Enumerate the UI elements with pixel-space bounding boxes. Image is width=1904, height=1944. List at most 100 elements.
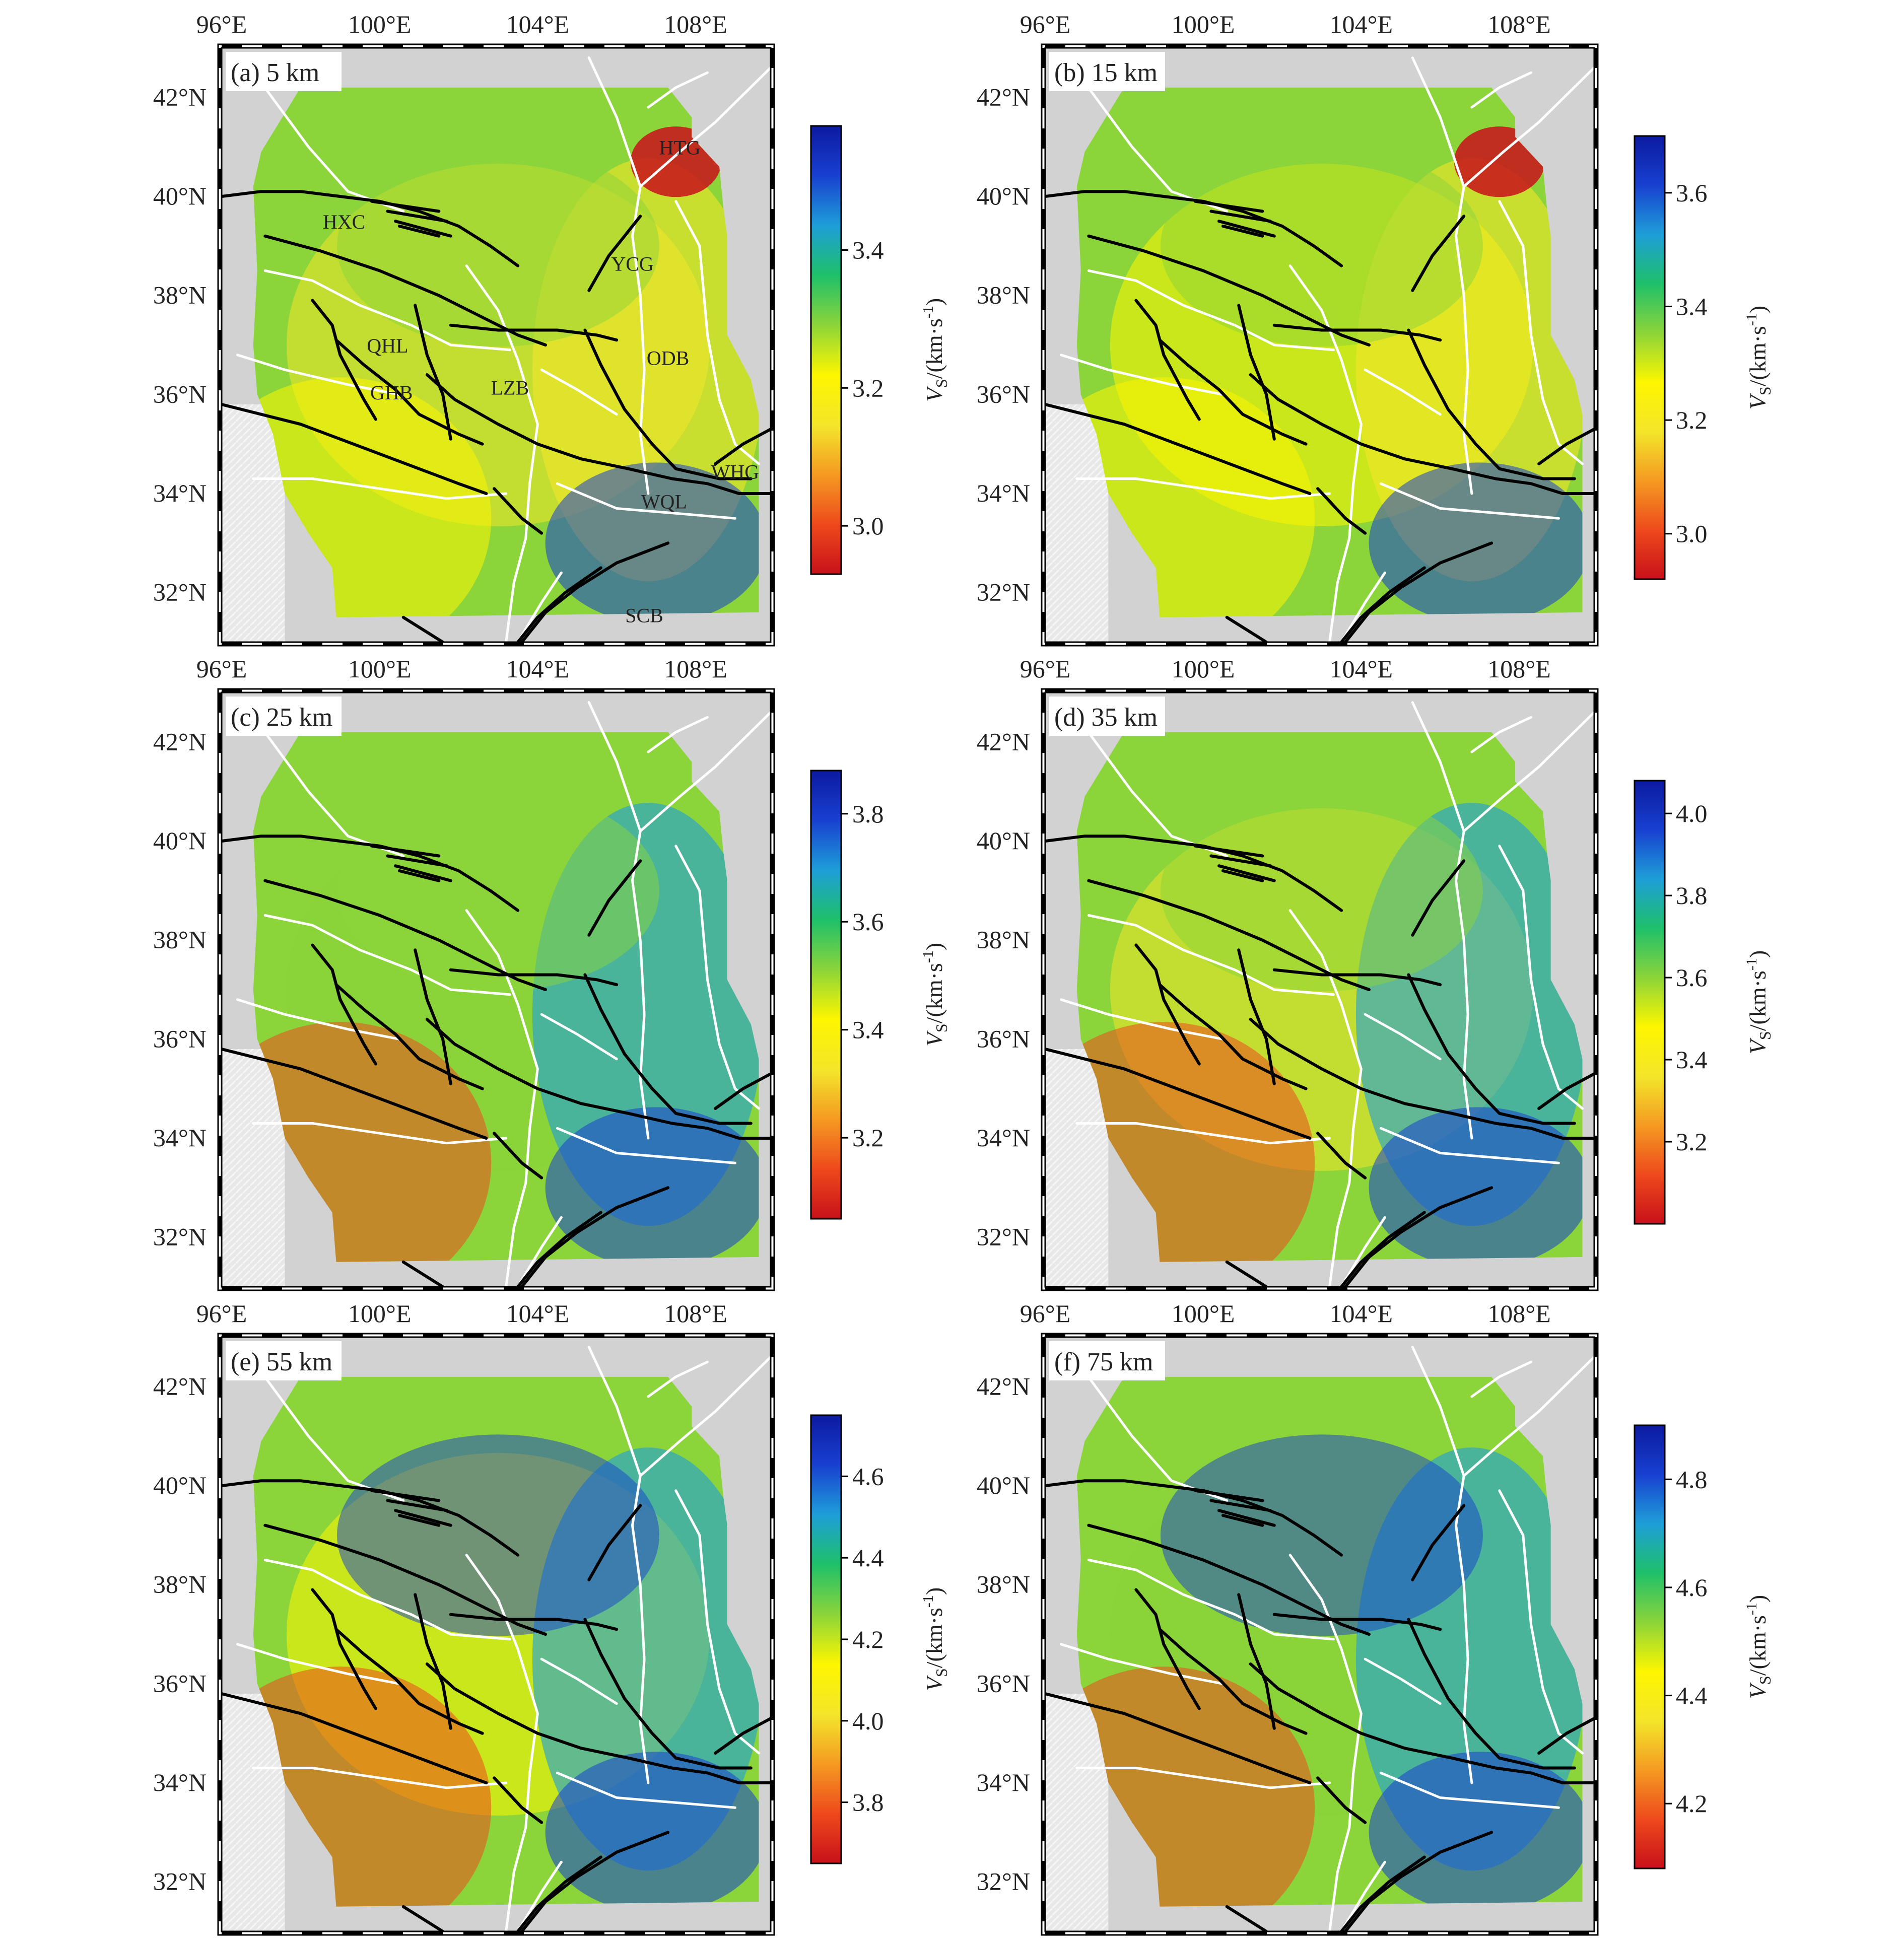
- colorbar-title-part: S: [1756, 386, 1774, 395]
- place-label: HXC: [323, 211, 365, 233]
- lat-tick-label: 34°N: [977, 1124, 1030, 1152]
- lon-tick-label: 104°E: [1330, 655, 1393, 683]
- lon-tick-label: 100°E: [348, 655, 412, 683]
- lon-tick-label: 104°E: [506, 655, 570, 683]
- colorbar-title-part: -1: [1743, 958, 1760, 970]
- place-label: GHB: [370, 381, 413, 404]
- colorbar-title-part: -1: [1743, 313, 1760, 326]
- colorbar: 4.2 4.4 4.6 4.8 VS/(km·s-1): [1634, 1424, 1774, 1869]
- colorbar-tick-label: 3.4: [1676, 1046, 1708, 1074]
- colorbar-tick-label: 4.2: [1676, 1789, 1708, 1818]
- colorbar-tick-label: 3.8: [852, 1788, 884, 1817]
- lat-tick-label: 40°N: [153, 1471, 207, 1499]
- place-label: LZB: [491, 376, 529, 399]
- lat-tick-label: 40°N: [153, 182, 207, 210]
- colorbar-tick-label: 3.2: [1676, 406, 1708, 434]
- lat-tick-label: 34°N: [153, 1124, 207, 1152]
- lat-tick-label: 36°N: [153, 1669, 207, 1697]
- lat-tick-label: 34°N: [153, 1768, 207, 1796]
- colorbar-tick-label: 4.4: [852, 1544, 884, 1572]
- colorbar-tick-label: 4.6: [852, 1462, 884, 1490]
- map-panel: 96°E 100°E 104°E 108°E 42°N 40°N 38°N 36°N 34°N 3…: [944, 1282, 1774, 1944]
- lon-tick-label: 108°E: [664, 655, 727, 683]
- boundary-lines: [236, 1346, 771, 1931]
- lon-tick-label: 104°E: [1330, 1299, 1393, 1328]
- fault-lines: [1045, 1479, 1594, 1931]
- lon-tick-label: 104°E: [506, 10, 570, 38]
- colorbar: 3.0 3.2 3.4 VS/(km·s-1): [810, 125, 950, 575]
- map-area: [1045, 1337, 1594, 1931]
- colorbar-title-part: V: [921, 385, 947, 402]
- colorbar-title-part: S: [932, 379, 950, 388]
- fault-lines: [222, 1479, 771, 1931]
- colorbar-title: VS/(km·s-1): [1743, 306, 1774, 409]
- lat-tick-label: 38°N: [977, 1570, 1030, 1599]
- colorbar-title-part: V: [1745, 1037, 1771, 1054]
- colorbar-title-part: ): [921, 1587, 947, 1595]
- lat-tick-label: 38°N: [153, 1570, 207, 1599]
- colorbar-tick-label: 3.8: [852, 800, 884, 828]
- colorbar-title-part: -1: [920, 306, 936, 318]
- map-area: [222, 692, 771, 1287]
- colorbar-tick-label: 3.2: [852, 374, 884, 402]
- place-label: HTG: [659, 136, 701, 159]
- lon-tick-label: 96°E: [1020, 655, 1071, 683]
- lat-tick-label: 32°N: [977, 1867, 1030, 1896]
- colorbar-title-part: /(km·s: [1745, 970, 1771, 1031]
- place-label: QHL: [367, 334, 408, 357]
- place-label: WQL: [641, 491, 687, 513]
- lat-tick-label: 32°N: [977, 1223, 1030, 1251]
- colorbar-tick-label: 3.2: [852, 1124, 884, 1152]
- lon-tick-label: 96°E: [196, 1299, 247, 1328]
- colorbar-title-part: -1: [920, 1595, 936, 1608]
- lon-tick-label: 108°E: [664, 10, 727, 38]
- colorbar-title-part: /(km·s: [1745, 1615, 1771, 1676]
- colorbar-title-part: /(km·s: [921, 1608, 947, 1668]
- lat-tick-label: 38°N: [977, 926, 1030, 954]
- lon-tick-label: 96°E: [196, 655, 247, 683]
- colorbar-tick-label: 3.6: [852, 908, 884, 936]
- lat-tick-label: 32°N: [977, 578, 1030, 606]
- panel-label: (c) 25 km: [231, 703, 332, 732]
- map-panel: 96°E 100°E 104°E 108°E 42°N 40°N 38°N 36°N 34°N 3…: [121, 637, 950, 1299]
- velocity-field: [1076, 732, 1583, 1262]
- fault-lines: [1045, 190, 1594, 642]
- lon-tick-label: 100°E: [348, 10, 412, 38]
- map-panel: HTG HXC YCG QHL ODB GHB LZB WHG WQL SCB 96°E 100°E 1…: [121, 0, 950, 655]
- fault-lines: [1045, 835, 1594, 1287]
- colorbar-title: VS/(km·s-1): [1743, 1595, 1774, 1699]
- map-area: [222, 48, 771, 642]
- lat-tick-label: 32°N: [153, 1223, 207, 1251]
- panel-label: (d) 35 km: [1054, 703, 1158, 732]
- boundary-lines: [1059, 701, 1594, 1287]
- colorbar-title-part: V: [1745, 1682, 1771, 1699]
- colorbar-title: VS/(km·s-1): [920, 1587, 950, 1691]
- colorbar-title-part: -1: [1743, 1603, 1760, 1615]
- lat-tick-label: 38°N: [153, 926, 207, 954]
- lat-tick-label: 42°N: [977, 727, 1030, 755]
- lon-tick-label: 108°E: [664, 1299, 727, 1328]
- lat-tick-label: 38°N: [977, 281, 1030, 309]
- colorbar-title-part: S: [1756, 1676, 1774, 1685]
- lat-tick-label: 40°N: [153, 826, 207, 855]
- lat-tick-label: 42°N: [153, 1372, 207, 1400]
- colorbar-title-part: S: [932, 1668, 950, 1677]
- colorbar-title-part: S: [932, 1023, 950, 1032]
- lat-tick-label: 38°N: [153, 281, 207, 309]
- panel-label: (b) 15 km: [1054, 58, 1158, 87]
- colorbar: 3.2 3.4 3.6 3.8 VS/(km·s-1): [810, 770, 950, 1220]
- place-label: SCB: [625, 604, 663, 627]
- lat-tick-label: 42°N: [153, 83, 207, 111]
- colorbar-tick-label: 3.4: [1676, 292, 1708, 320]
- lat-tick-label: 42°N: [977, 1372, 1030, 1400]
- lon-tick-label: 100°E: [1172, 1299, 1235, 1328]
- lat-tick-label: 36°N: [977, 1669, 1030, 1697]
- colorbar-title-part: ): [921, 298, 947, 306]
- lat-tick-label: 40°N: [977, 826, 1030, 855]
- colorbar: 3.8 4.0 4.2 4.4 4.6 VS/(km·s-1): [810, 1414, 950, 1864]
- map-area: [222, 1337, 771, 1931]
- lon-tick-label: 108°E: [1487, 655, 1551, 683]
- colorbar-title-part: /(km·s: [921, 318, 947, 379]
- place-label: ODB: [647, 346, 689, 369]
- boundary-lines: [1059, 1346, 1594, 1931]
